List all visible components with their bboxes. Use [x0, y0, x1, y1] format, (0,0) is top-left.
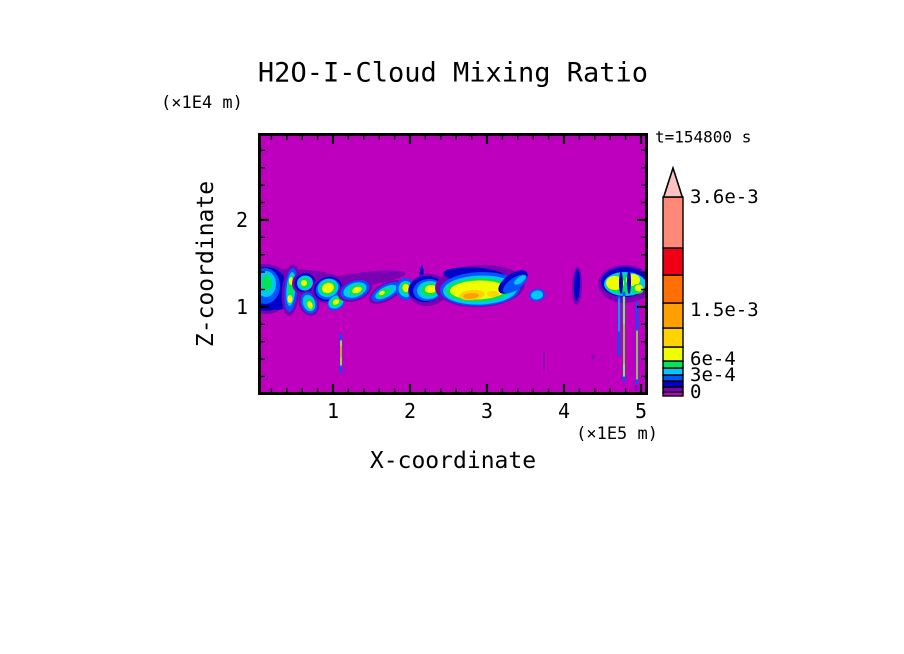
- x-tick-label: 4: [557, 399, 571, 423]
- x-axis-label: X-coordinate: [369, 448, 537, 474]
- x-axis-unit-label: (×1E5 m): [576, 424, 658, 444]
- chart-title: H2O-I-Cloud Mixing Ratio: [257, 57, 649, 89]
- colorbar: [662, 166, 684, 397]
- colorbar-label: 0: [690, 381, 702, 403]
- x-tick-label: 2: [403, 399, 417, 423]
- x-tick-label: 1: [326, 399, 340, 423]
- y-axis-label: Z-coordinate: [193, 180, 219, 348]
- x-tick-label: 3: [480, 399, 494, 423]
- colorbar-label: 1.5e-3: [690, 299, 759, 321]
- colorbar-label: 6e-4: [690, 348, 736, 370]
- y-tick-label: 2: [235, 208, 248, 232]
- colorbar-label: 3e-4: [690, 364, 736, 386]
- y-axis-unit-label: (×1E4 m): [161, 93, 243, 113]
- time-annotation: t=154800 s: [655, 127, 752, 147]
- plot-area: [258, 133, 648, 395]
- colorbar-label: 3.6e-3: [690, 186, 759, 208]
- y-tick-label: 1: [235, 295, 248, 319]
- x-tick-label: 5: [634, 399, 648, 423]
